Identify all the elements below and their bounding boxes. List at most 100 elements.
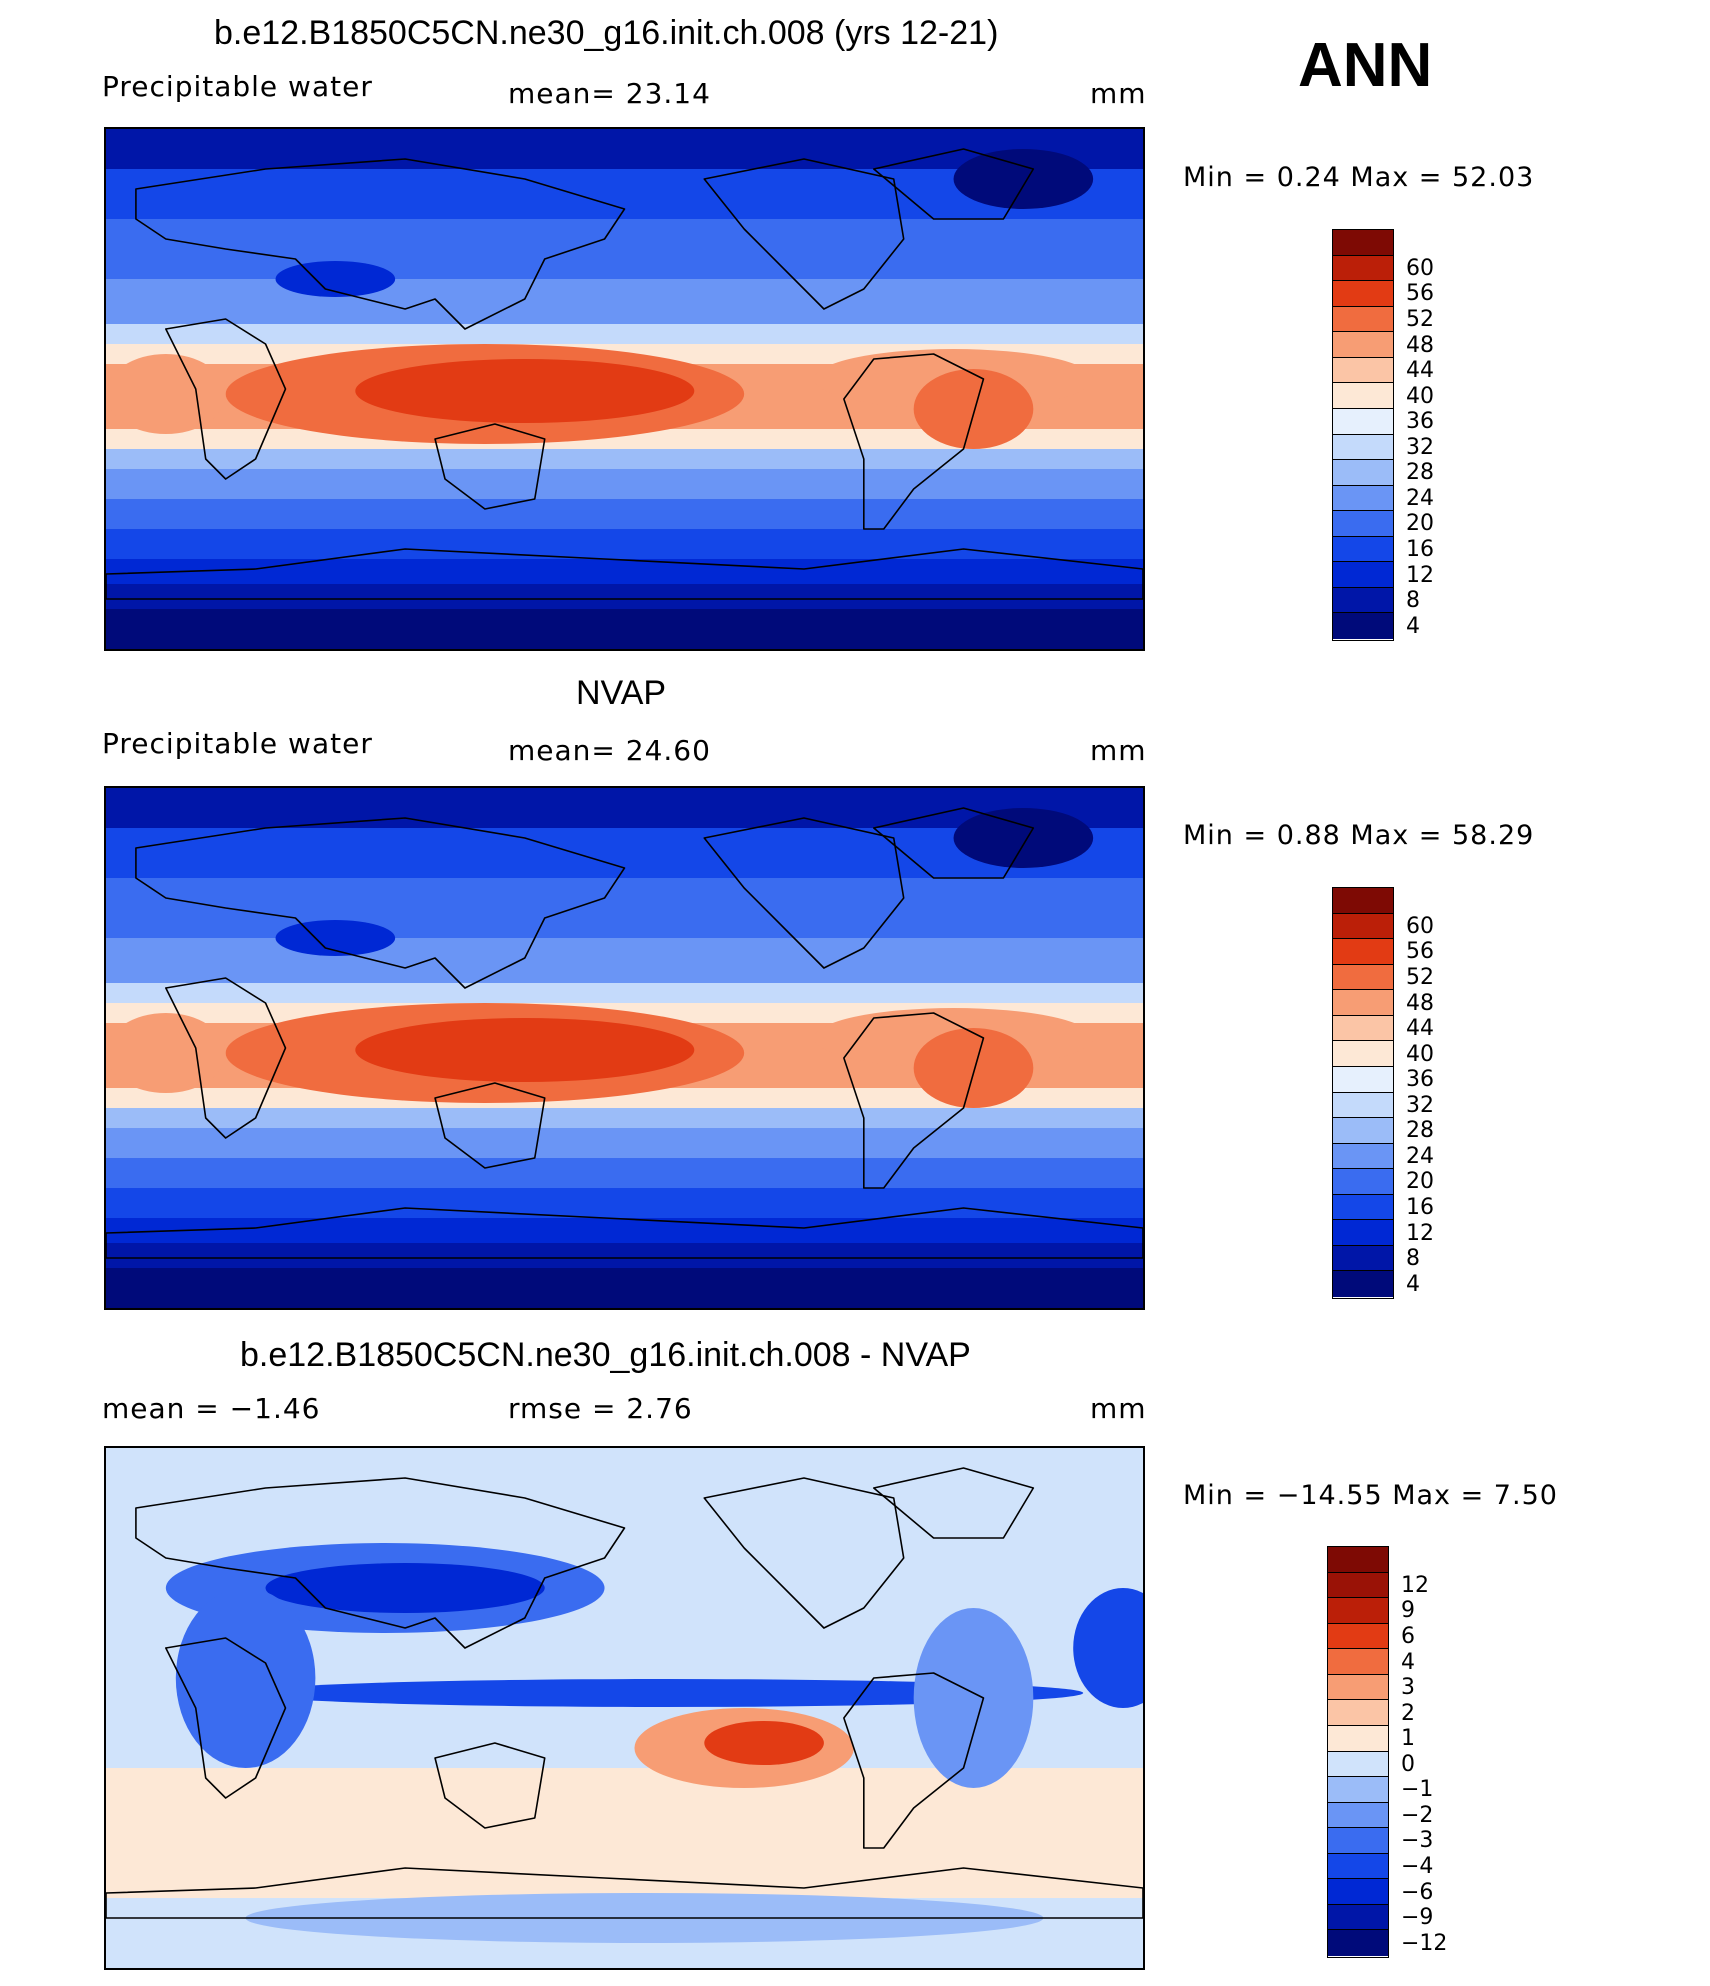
field-blob bbox=[913, 369, 1034, 449]
colorbar-swatch bbox=[1333, 1015, 1393, 1042]
colorbar-swatch bbox=[1328, 1853, 1388, 1880]
colorbar-tick-label: 20 bbox=[1406, 1169, 1434, 1195]
colorbar-tick-label: −3 bbox=[1401, 1828, 1434, 1854]
colorbar-tick-label: 52 bbox=[1406, 306, 1434, 332]
field-band bbox=[106, 1128, 1143, 1158]
colorbar-swatch bbox=[1333, 434, 1393, 461]
colorbar-tick-label: 4 bbox=[1406, 1271, 1420, 1297]
colorbar-swatch bbox=[1328, 1879, 1388, 1905]
field-blob bbox=[913, 1028, 1034, 1108]
field-blob bbox=[953, 149, 1094, 209]
field-band bbox=[106, 449, 1143, 469]
season-label: ANN bbox=[1298, 31, 1433, 100]
colorbar-tick-label: −9 bbox=[1401, 1905, 1434, 1931]
field-blob bbox=[106, 1013, 226, 1093]
panel-model-colorbar bbox=[1332, 229, 1394, 641]
colorbar-swatch bbox=[1333, 888, 1393, 914]
colorbar-swatch bbox=[1333, 1092, 1393, 1119]
colorbar-tick-label: −4 bbox=[1401, 1854, 1434, 1880]
coastline bbox=[872, 1467, 1035, 1539]
field-band bbox=[106, 1108, 1143, 1128]
colorbar-tick-label: 28 bbox=[1406, 460, 1434, 486]
field-blob bbox=[1073, 1588, 1143, 1708]
colorbar-swatch bbox=[1333, 1271, 1393, 1297]
field-blob bbox=[265, 1563, 545, 1613]
colorbar-swatch bbox=[1328, 1623, 1388, 1650]
colorbar-swatch bbox=[1328, 1828, 1388, 1854]
colorbar-swatch bbox=[1333, 613, 1393, 639]
colorbar-swatch bbox=[1333, 562, 1393, 588]
colorbar-swatch bbox=[1333, 1066, 1393, 1093]
coastline bbox=[703, 1477, 905, 1629]
colorbar-tick-label: 12 bbox=[1406, 1220, 1434, 1246]
coastline bbox=[135, 158, 626, 330]
panel-model-mean-label: mean= 23.14 bbox=[508, 77, 711, 110]
panel-model-map bbox=[104, 127, 1145, 651]
map-canvas bbox=[106, 788, 1143, 1308]
panel-model-unit-label: mm bbox=[1090, 77, 1147, 110]
colorbar-tick-label: 0 bbox=[1401, 1751, 1415, 1777]
colorbar-tick-label: 3 bbox=[1401, 1675, 1415, 1701]
panel-model-variable-label: Precipitable water bbox=[102, 70, 373, 103]
colorbar-swatch bbox=[1328, 1777, 1388, 1803]
field-band bbox=[106, 878, 1143, 938]
colorbar-tick-label: 16 bbox=[1406, 537, 1434, 563]
coastline bbox=[703, 817, 905, 969]
panel-diff-min-max: Min = −14.55 Max = 7.50 bbox=[1183, 1480, 1558, 1511]
colorbar-tick-label: 16 bbox=[1406, 1195, 1434, 1221]
field-band bbox=[106, 1768, 1143, 1898]
colorbar-swatch bbox=[1333, 255, 1393, 282]
field-blob bbox=[106, 354, 226, 434]
panel-diff-title: b.e12.B1850C5CN.ne30_g16.init.ch.008 - N… bbox=[240, 1336, 971, 1374]
colorbar-tick-label: 60 bbox=[1406, 913, 1434, 939]
colorbar-tick-label: 52 bbox=[1406, 964, 1434, 990]
coastline bbox=[106, 548, 1143, 600]
coastline bbox=[135, 1477, 626, 1649]
colorbar-swatch bbox=[1333, 306, 1393, 333]
colorbar-swatch bbox=[1333, 230, 1393, 256]
coastline bbox=[106, 1207, 1143, 1259]
colorbar-swatch bbox=[1333, 408, 1393, 435]
colorbar-tick-label: −12 bbox=[1401, 1930, 1448, 1956]
colorbar-swatch bbox=[1333, 485, 1393, 512]
colorbar-tick-label: 24 bbox=[1406, 485, 1434, 511]
colorbar-swatch bbox=[1333, 990, 1393, 1016]
map-canvas bbox=[106, 129, 1143, 649]
field-band bbox=[106, 559, 1143, 584]
field-band bbox=[106, 469, 1143, 499]
field-blob bbox=[245, 1679, 1084, 1707]
coastline bbox=[135, 817, 626, 989]
coastline bbox=[703, 158, 905, 310]
field-blob bbox=[355, 1018, 695, 1082]
panel-model-min-max: Min = 0.24 Max = 52.03 bbox=[1183, 162, 1535, 193]
field-band bbox=[106, 983, 1143, 1003]
colorbar-tick-label: 40 bbox=[1406, 383, 1434, 409]
coastline bbox=[843, 1672, 985, 1849]
panel-model-title: b.e12.B1850C5CN.ne30_g16.init.ch.008 (yr… bbox=[214, 14, 999, 52]
field-band bbox=[106, 1268, 1143, 1308]
colorbar-tick-label: 1 bbox=[1401, 1726, 1415, 1752]
colorbar-swatch bbox=[1328, 1547, 1388, 1573]
colorbar-tick-label: −6 bbox=[1401, 1879, 1434, 1905]
coastline bbox=[872, 148, 1035, 220]
coastline bbox=[434, 423, 546, 510]
field-blob bbox=[953, 808, 1094, 868]
colorbar-tick-label: 24 bbox=[1406, 1143, 1434, 1169]
colorbar-tick-label: 2 bbox=[1401, 1700, 1415, 1726]
field-band bbox=[106, 219, 1143, 279]
coastline bbox=[165, 1637, 287, 1799]
colorbar-swatch bbox=[1333, 1041, 1393, 1067]
map-canvas bbox=[106, 1448, 1143, 1968]
coastline bbox=[106, 1867, 1143, 1919]
field-blob bbox=[175, 1588, 316, 1768]
field-band bbox=[106, 279, 1143, 324]
colorbar-swatch bbox=[1328, 1700, 1388, 1726]
coastline bbox=[872, 807, 1035, 879]
colorbar-tick-label: 6 bbox=[1401, 1623, 1415, 1649]
colorbar-tick-label: 40 bbox=[1406, 1041, 1434, 1067]
colorbar-swatch bbox=[1333, 536, 1393, 563]
colorbar-swatch bbox=[1333, 1118, 1393, 1144]
panel-obs-map bbox=[104, 786, 1145, 1310]
colorbar-swatch bbox=[1328, 1904, 1388, 1931]
field-band bbox=[106, 938, 1143, 983]
